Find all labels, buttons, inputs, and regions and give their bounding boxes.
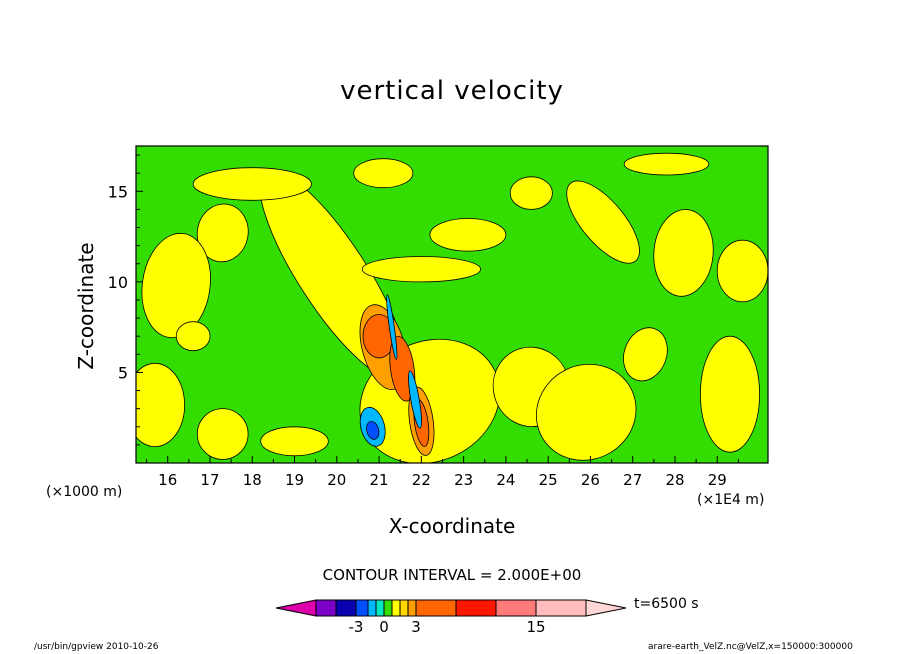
updraft-region	[429, 218, 507, 252]
updraft-region	[623, 327, 668, 382]
updraft-region	[175, 321, 211, 352]
updraft-region	[136, 362, 185, 448]
colorbar-swatch	[335, 599, 357, 617]
colorbar-min-arrow	[275, 599, 317, 617]
colorbar-swatch	[375, 599, 385, 617]
chart-title: vertical velocity	[340, 76, 564, 106]
colorbar-swatch	[383, 599, 393, 617]
contour-interval: CONTOUR INTERVAL = 2.000E+00	[322, 566, 582, 584]
updraft-region	[623, 152, 710, 176]
y-tick-label: 15	[108, 182, 128, 201]
x-tick-label: 25	[539, 471, 558, 489]
colorbar-swatch	[535, 599, 587, 617]
x-tick-label: 21	[370, 471, 389, 489]
updraft-region	[361, 256, 481, 283]
colorbar-swatch	[367, 599, 377, 617]
colorbar-tick-label: 3	[411, 618, 421, 636]
updraft-region	[566, 180, 640, 264]
colorbar-swatch	[391, 599, 401, 617]
downdraft-region	[386, 294, 398, 360]
downdraft-region	[366, 421, 380, 440]
colorbar-tick-label: 15	[526, 618, 545, 636]
x-tick-label: 22	[412, 471, 431, 489]
colorbar-swatch	[455, 599, 497, 617]
x-tick-label: 19	[285, 471, 304, 489]
x-tick-label: 26	[581, 471, 600, 489]
updraft-region	[196, 408, 249, 460]
colorbar-swatch	[415, 599, 457, 617]
updraft-region	[509, 176, 553, 210]
x-tick-label: 16	[158, 471, 177, 489]
y-tick-label: 10	[108, 273, 128, 292]
x-tick-label: 20	[327, 471, 346, 489]
updraft-region	[353, 158, 414, 189]
x-tick-label: 23	[454, 471, 473, 489]
x-tick-label: 18	[243, 471, 262, 489]
x-tick-label: 29	[708, 471, 727, 489]
updraft-region	[716, 239, 768, 303]
colorbar-tick-label: 0	[379, 618, 389, 636]
updraft-region	[141, 232, 211, 339]
x-axis-label: X-coordinate	[388, 514, 516, 538]
y-axis-label: Z-coordinate	[74, 242, 98, 370]
x-tick-label: 24	[496, 471, 515, 489]
updraft-region	[192, 167, 312, 201]
x-tick-label: 28	[665, 471, 684, 489]
x-unit-right: (×1E4 m)	[697, 492, 765, 508]
footer-left: /usr/bin/gpview 2010-10-26	[34, 642, 159, 652]
colorbar-max-arrow	[585, 599, 627, 617]
time-label: t=6500 s	[634, 596, 699, 612]
x-tick-label: 17	[200, 471, 219, 489]
downdraft-region	[408, 370, 422, 429]
colorbar-swatch	[315, 599, 337, 617]
x-tick-label: 27	[623, 471, 642, 489]
updraft-region	[535, 363, 637, 461]
plot-frame	[135, 145, 769, 464]
colorbar-swatch	[355, 599, 369, 617]
footer-right: arare-earth_VelZ.nc@VelZ,x=150000:300000	[648, 642, 853, 652]
colorbar-swatch	[399, 599, 409, 617]
colorbar-tick-label: -3	[349, 618, 364, 636]
updraft-region	[700, 335, 761, 453]
x-unit-left: (×1000 m)	[46, 484, 123, 500]
y-tick-label: 5	[118, 363, 128, 382]
updraft-region	[260, 426, 329, 457]
colorbar-swatch	[407, 599, 417, 617]
colorbar-swatch	[495, 599, 537, 617]
updraft-region	[653, 209, 714, 297]
updraft-region	[196, 203, 249, 263]
